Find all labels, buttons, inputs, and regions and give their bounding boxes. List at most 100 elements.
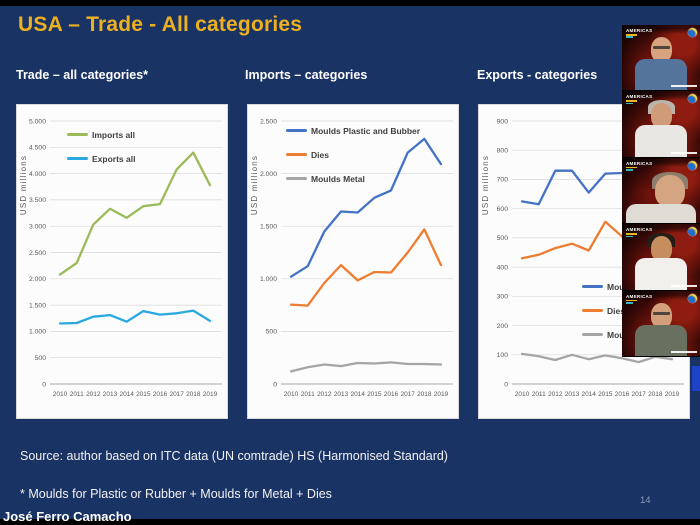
x-tick-label: 2010 xyxy=(515,391,530,398)
legend-label: Dies xyxy=(311,149,329,160)
x-tick-label: 2015 xyxy=(367,391,382,398)
event-globe-logo-icon xyxy=(688,227,697,237)
americas-brand-text: AMERICAS xyxy=(626,160,653,166)
americas-brand-text: AMERICAS xyxy=(626,227,653,233)
x-tick-label: 2011 xyxy=(70,391,84,398)
event-globe-logo-icon xyxy=(688,28,697,37)
legend-item-imports-all: Imports all xyxy=(67,129,135,140)
x-tick-label: 2013 xyxy=(565,391,580,398)
event-globe-logo-icon xyxy=(688,94,697,104)
x-tick-label: 2014 xyxy=(119,391,134,398)
x-tick-label: 2013 xyxy=(103,391,118,398)
y-tick-label: 500 xyxy=(497,235,509,242)
event-globe-logo-icon xyxy=(688,160,697,170)
legend-line-swatch xyxy=(67,157,88,160)
legend-line-swatch xyxy=(67,133,88,136)
chart-legend: Imports all Exports all xyxy=(67,129,135,177)
chart-panel-imports: USD millions 0 500 1.000 1.500 2.000 2.500 2010… xyxy=(247,104,459,419)
chart3-header: Exports - categories xyxy=(477,68,598,82)
legend-item-moulds-plastic-and-bubber: Moulds Plastic and Bubber xyxy=(286,125,420,136)
y-axis-label: USD millions xyxy=(481,155,490,215)
webcam-thumbnail-2[interactable]: AMERICAS xyxy=(622,91,700,158)
legend-item-dies: Dies xyxy=(582,305,700,316)
y-tick-label: 4.000 xyxy=(29,171,46,178)
x-tick-label: 2019 xyxy=(434,391,449,398)
legend-line-swatch xyxy=(582,333,603,336)
brand-bar-teal xyxy=(626,301,633,304)
chart-canvas: USD millions 0 500 1.000 1.500 2.000 2.500 2010… xyxy=(250,118,453,398)
x-tick-label: 2015 xyxy=(136,391,151,398)
person-glasses xyxy=(653,311,670,315)
brand-bar-teal xyxy=(626,102,633,105)
y-tick-label: 400 xyxy=(497,264,509,271)
chart-panel-trade-all: USD millions 0 500 1.000 1.500 2.000 2.500 3.00… xyxy=(16,104,228,419)
x-tick-label: 2018 xyxy=(648,391,663,398)
series-line-exports-all xyxy=(58,309,212,325)
x-tick-label: 2017 xyxy=(169,391,184,398)
participant-name-strip xyxy=(671,350,697,353)
x-tick-label: 2018 xyxy=(186,391,201,398)
brand-bar-yellow xyxy=(626,233,637,235)
x-tick-label: 2011 xyxy=(301,391,315,398)
series-line-moulds-metal xyxy=(289,361,443,373)
y-axis-label: USD millions xyxy=(19,155,28,215)
y-tick-label: 2.500 xyxy=(260,118,277,125)
webcam-thumbnail-3[interactable]: AMERICAS xyxy=(622,157,700,225)
y-tick-label: 500 xyxy=(266,329,278,336)
x-tick-label: 2014 xyxy=(350,391,365,398)
y-tick-label: 1.000 xyxy=(260,276,277,283)
x-tick-label: 2019 xyxy=(203,391,218,398)
y-tick-label: 200 xyxy=(497,323,509,330)
legend-label: Exports all xyxy=(92,153,136,164)
footnote-text: * Moulds for Plastic or Rubber + Moulds … xyxy=(20,487,332,501)
x-tick-label: 2017 xyxy=(400,391,415,398)
y-tick-label: 700 xyxy=(497,177,509,184)
x-tick-label: 2012 xyxy=(548,391,563,398)
person-head xyxy=(651,103,672,129)
person-torso xyxy=(635,258,687,290)
americas-brand-text: AMERICAS xyxy=(626,94,653,100)
chart1-header: Trade – all categories* xyxy=(16,68,149,82)
x-tick-label: 2018 xyxy=(417,391,432,398)
y-tick-label: 100 xyxy=(497,352,509,359)
y-tick-label: 0 xyxy=(504,381,508,388)
legend-line-swatch xyxy=(286,177,307,180)
y-tick-label: 800 xyxy=(497,148,509,155)
y-tick-label: 600 xyxy=(497,206,509,213)
webcam-thumbnail-4[interactable]: AMERICAS xyxy=(622,224,700,291)
webcam-thumbnail-1[interactable]: AMERICAS xyxy=(622,25,700,92)
y-tick-label: 300 xyxy=(497,294,509,301)
americas-brand-text: AMERICAS xyxy=(626,293,653,299)
event-globe-logo-icon xyxy=(688,293,697,303)
y-tick-label: 4.500 xyxy=(29,145,46,152)
legend-line-swatch xyxy=(286,153,307,156)
author-name: José Ferro Camacho xyxy=(3,509,132,524)
webcam-thumbnail-5[interactable]: AMERICAS xyxy=(622,290,700,357)
person-torso xyxy=(626,203,696,224)
person-torso xyxy=(635,59,687,91)
chart-canvas: USD millions 0 500 1.000 1.500 2.000 2.500 3.00… xyxy=(19,118,222,398)
x-tick-label: 2016 xyxy=(615,391,630,398)
person-torso xyxy=(635,125,687,157)
legend-label: Moulds Plastic and Bubber xyxy=(311,125,421,136)
participant-name-strip xyxy=(671,151,697,154)
y-tick-label: 1.500 xyxy=(260,224,277,231)
x-tick-label: 2015 xyxy=(598,391,613,398)
x-tick-label: 2012 xyxy=(317,391,332,398)
series-line-imports-all xyxy=(58,151,212,276)
x-tick-label: 2014 xyxy=(581,391,596,398)
legend-item-moulds-metal: Moulds Metal xyxy=(286,173,420,184)
y-tick-label: 2.000 xyxy=(260,171,277,178)
person-head xyxy=(651,236,672,262)
person-head xyxy=(655,174,685,207)
person-head xyxy=(651,37,672,62)
chart-legend: Moulds Plastic and Bubber Dies Moulds Meta… xyxy=(286,125,420,197)
y-tick-label: 3.000 xyxy=(29,224,46,231)
x-tick-label: 2017 xyxy=(631,391,646,398)
series-line-dies xyxy=(289,228,443,307)
x-tick-label: 2013 xyxy=(334,391,349,398)
legend-line-swatch xyxy=(582,309,603,312)
y-tick-label: 500 xyxy=(35,355,47,362)
person-head xyxy=(651,302,672,328)
brand-bar-yellow xyxy=(626,34,637,36)
